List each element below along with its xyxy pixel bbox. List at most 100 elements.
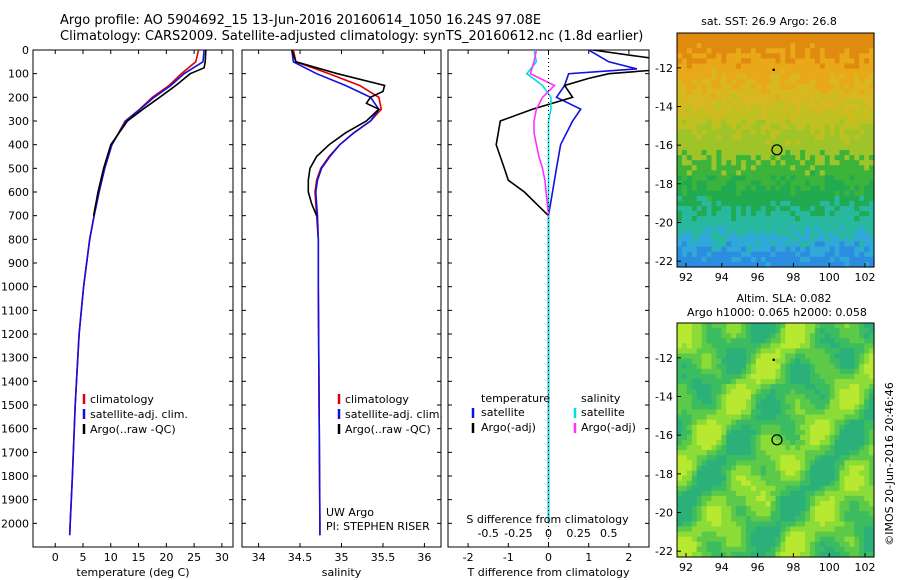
map-cell	[805, 404, 811, 411]
map-cell	[805, 389, 811, 395]
map-cell	[701, 490, 708, 497]
map-cell	[839, 185, 846, 192]
map-cell	[686, 144, 693, 151]
temperature-frame	[32, 49, 234, 548]
map-cell	[711, 160, 717, 166]
map-cell	[805, 440, 811, 446]
map-cell	[765, 251, 772, 258]
map-cell	[691, 200, 698, 207]
map-cell	[721, 246, 727, 253]
map-cell	[800, 33, 806, 39]
map-cell	[716, 104, 722, 110]
map-cell	[780, 139, 786, 146]
map-cell	[780, 536, 786, 543]
map-cell	[869, 546, 875, 553]
map-cell	[750, 170, 757, 177]
map-cell	[849, 475, 855, 482]
map-cell	[869, 378, 875, 385]
map-cell	[726, 48, 732, 54]
map-cell	[745, 546, 752, 553]
map-cell	[780, 511, 786, 517]
map-cell	[721, 58, 727, 65]
map-cell	[869, 511, 875, 517]
map-cell	[731, 155, 737, 161]
map-cell	[736, 521, 742, 528]
map-cell	[839, 205, 846, 212]
map-cell	[849, 94, 855, 100]
map-cell	[677, 475, 683, 482]
map-cell	[839, 485, 846, 492]
map-cell	[775, 536, 782, 543]
map-cell	[681, 78, 688, 85]
map-cell	[805, 368, 811, 375]
map-cell	[834, 104, 841, 110]
y-tick-label: -12	[655, 352, 673, 365]
map-cell	[711, 546, 717, 553]
map-cell	[716, 83, 722, 90]
map-cell	[736, 241, 742, 248]
map-cell	[736, 358, 742, 365]
map-cell	[686, 155, 693, 161]
map-cell	[790, 124, 796, 131]
map-cell	[795, 384, 801, 390]
map-cell	[869, 134, 875, 141]
map-cell	[726, 373, 732, 380]
map-cell	[741, 175, 747, 182]
map-cell	[770, 526, 777, 533]
map-cell	[785, 373, 791, 380]
map-cell	[800, 124, 806, 131]
map-cell	[869, 419, 875, 426]
map-cell	[765, 389, 772, 395]
map-cell	[805, 160, 811, 166]
map-cell	[800, 236, 806, 243]
map-cell	[696, 368, 703, 375]
map-cell	[731, 114, 737, 121]
map-cell	[691, 348, 698, 355]
map-cell	[691, 480, 698, 487]
map-cell	[805, 261, 811, 268]
map-cell	[859, 68, 865, 75]
map-cell	[844, 358, 850, 365]
map-cell	[736, 506, 742, 512]
map-cell	[706, 63, 713, 70]
map-cell	[691, 195, 698, 202]
map-cell	[864, 490, 870, 497]
map-cell	[696, 58, 703, 65]
map-cell	[696, 211, 703, 217]
map-cell	[854, 124, 860, 131]
map-cell	[770, 109, 777, 115]
map-cell	[849, 363, 855, 370]
map-cell	[805, 33, 811, 39]
map-cell	[800, 394, 806, 400]
map-cell	[750, 226, 757, 232]
map-cell	[677, 78, 683, 85]
map-cell	[844, 33, 850, 39]
map-cell	[696, 180, 703, 187]
map-cell	[741, 226, 747, 232]
map-cell	[859, 409, 865, 416]
map-cell	[726, 200, 732, 207]
map-cell	[701, 358, 708, 365]
map-cell	[819, 175, 826, 182]
map-cell	[795, 546, 801, 553]
x-tick-label: 94	[715, 271, 729, 284]
map-cell	[819, 551, 826, 558]
map-cell	[814, 83, 821, 90]
map-cell	[800, 38, 806, 44]
map-cell	[770, 200, 777, 207]
map-cell	[736, 490, 742, 497]
map-cell	[800, 348, 806, 355]
map-cell	[819, 424, 826, 431]
map-cell	[795, 114, 801, 121]
map-cell	[696, 378, 703, 385]
map-cell	[780, 333, 786, 339]
map-cell	[681, 536, 688, 543]
map-cell	[859, 450, 865, 456]
map-cell	[775, 526, 782, 533]
map-cell	[745, 241, 752, 248]
map-cell	[859, 378, 865, 385]
map-cell	[731, 180, 737, 187]
map-cell	[731, 521, 737, 528]
map-cell	[736, 185, 742, 192]
map-cell	[745, 389, 752, 395]
